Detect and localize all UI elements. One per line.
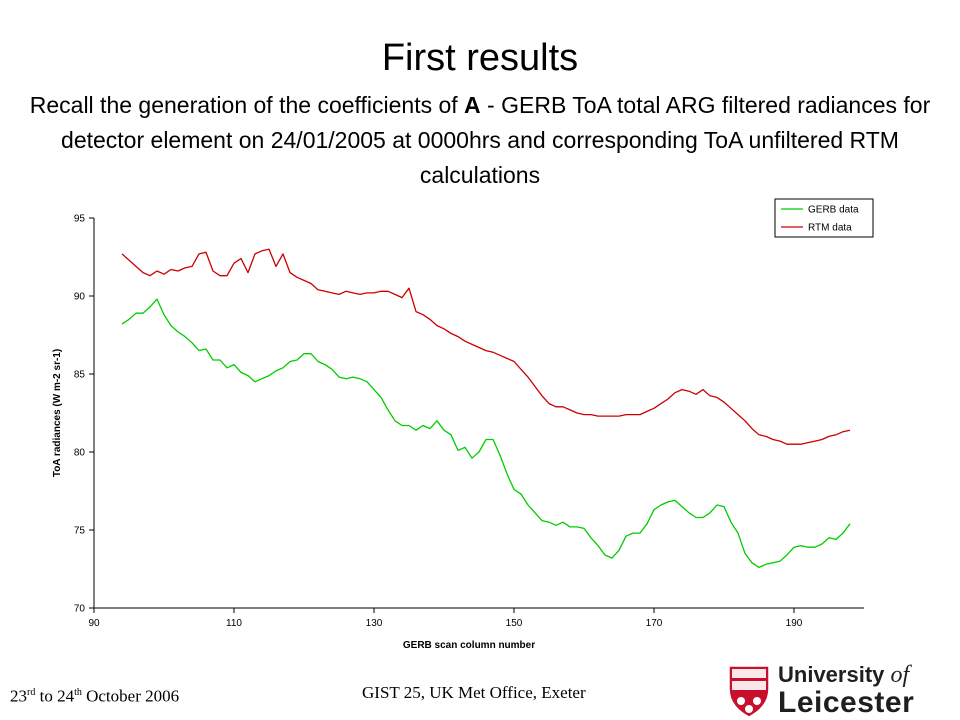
subtitle-bold-symbol: A <box>464 92 481 118</box>
y-tick-label-75: 75 <box>74 526 86 537</box>
y-tick-label-80: 80 <box>74 448 86 459</box>
footer-to: to <box>35 686 58 706</box>
footer-start-day: 23 <box>10 686 27 706</box>
footer-event: GIST 25, UK Met Office, Exeter <box>362 683 586 702</box>
x-tick-label-190: 190 <box>786 618 803 629</box>
subtitle-text-end: - GERB ToA total ARG filtered radiances … <box>61 92 931 188</box>
x-tick-label-150: 150 <box>506 618 523 629</box>
y-tick-label-90: 90 <box>74 292 86 303</box>
footer-start-suffix: rd <box>27 687 36 698</box>
footer-end-day: 24 <box>57 686 75 706</box>
y-axis-label: ToA radiances (W m-2 sr-1) <box>52 349 63 477</box>
logo-word-university: University <box>778 662 891 687</box>
x-tick-label-130: 130 <box>366 618 383 629</box>
legend-box <box>774 198 874 238</box>
y-tick-label-70: 70 <box>74 604 86 615</box>
legend-label-gerb: GERB data <box>808 205 859 216</box>
legend-label-rtm: RTM data <box>808 223 852 234</box>
y-tick-label-85: 85 <box>74 370 86 381</box>
logo-word-of: of <box>890 662 910 688</box>
logo-line-leicester: Leicester <box>778 686 915 719</box>
footer-dates: 23rd to 24th October 2006 <box>10 682 179 708</box>
logo-line-university: University of <box>778 662 914 688</box>
logo-wordmark: University of Leicester <box>778 662 914 718</box>
x-axis-label: GERB scan column number <box>403 640 535 651</box>
radiance-line-chart: 70 75 80 85 90 95 90 110 130 150 170 190 GERB scan c… <box>52 198 874 651</box>
university-shield-crest-icon <box>728 665 770 718</box>
footer-month-year: October 2006 <box>81 686 180 706</box>
subtitle-text-start: Recall the generation of the coefficient… <box>29 92 465 118</box>
x-tick-label-170: 170 <box>646 618 663 629</box>
x-tick-label-90: 90 <box>88 618 100 629</box>
series-line-gerb <box>121 298 851 569</box>
series-line-rtm <box>121 248 851 445</box>
university-logo: University of Leicester <box>726 662 958 720</box>
y-tick-label-95: 95 <box>74 214 86 225</box>
slide-title: First results <box>381 37 579 79</box>
x-tick-label-110: 110 <box>226 618 242 629</box>
footer-end-suffix: th <box>74 687 82 698</box>
slide-subtitle: Recall the generation of the coefficient… <box>20 88 940 193</box>
